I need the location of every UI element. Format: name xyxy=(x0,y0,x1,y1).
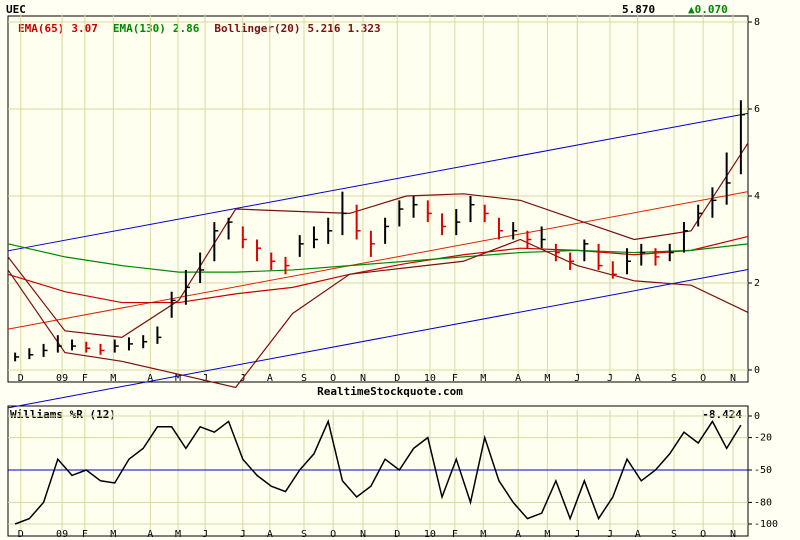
x-tick-label: S xyxy=(301,373,307,384)
x-tick-label: A xyxy=(635,529,641,540)
main-panel xyxy=(7,15,749,383)
x-tick-label: M xyxy=(480,373,486,384)
y-tick-label: 8 xyxy=(754,17,760,28)
x-tick-label: D xyxy=(18,373,24,384)
y-tick-label: -50 xyxy=(754,465,772,476)
legend-value: 5.216 xyxy=(307,22,340,35)
y-tick-label: 2 xyxy=(754,278,760,289)
price-change: ▲0.070 xyxy=(688,3,728,16)
y-tick-label: 4 xyxy=(754,191,760,202)
x-tick-label: A xyxy=(515,373,521,384)
x-tick-label: F xyxy=(82,373,88,384)
last-price: 5.870 xyxy=(622,3,655,16)
x-tick-label: D xyxy=(394,529,400,540)
x-tick-label: J xyxy=(202,529,208,540)
channel-lower xyxy=(7,269,749,409)
legend-value: 1.323 xyxy=(348,22,381,35)
y-tick-label: 0 xyxy=(754,411,760,422)
x-tick-label: F xyxy=(82,529,88,540)
x-tick-label: A xyxy=(635,373,641,384)
x-tick-label: F xyxy=(452,529,458,540)
x-tick-label: S xyxy=(301,529,307,540)
indicator-line xyxy=(7,243,749,273)
x-tick-label: N xyxy=(360,529,366,540)
y-tick-label: 6 xyxy=(754,104,760,115)
y-tick-label: -80 xyxy=(754,497,772,508)
x-tick-label: J xyxy=(607,529,613,540)
x-tick-label: 10 xyxy=(424,373,436,384)
x-tick-label: N xyxy=(730,373,736,384)
x-tick-label: J xyxy=(202,373,208,384)
x-tick-label: M xyxy=(175,529,181,540)
y-tick-label: 0 xyxy=(754,365,760,376)
x-tick-label: M xyxy=(110,529,116,540)
legend-name: EMA(130) xyxy=(113,22,166,35)
x-tick-label: M xyxy=(175,373,181,384)
x-tick-label: S xyxy=(671,529,677,540)
x-tick-label: J xyxy=(574,373,580,384)
x-tick-label: O xyxy=(330,373,336,384)
x-tick-label: M xyxy=(480,529,486,540)
x-tick-label: 09 xyxy=(56,529,68,540)
williams-line xyxy=(14,419,742,525)
x-tick-label: A xyxy=(147,373,153,384)
x-tick-label: F xyxy=(452,373,458,384)
legend-entry: EMA(130) 2.86 xyxy=(113,22,200,35)
y-tick-label: -20 xyxy=(754,433,772,444)
x-tick-label: M xyxy=(110,373,116,384)
channel-middle xyxy=(7,191,749,330)
x-tick-label: N xyxy=(360,373,366,384)
x-tick-label: 09 xyxy=(56,373,68,384)
x-tick-label: J xyxy=(240,529,246,540)
williams-panel xyxy=(7,405,749,537)
x-tick-label: J xyxy=(574,529,580,540)
x-tick-label: N xyxy=(730,529,736,540)
williams-last: -8.424 xyxy=(702,408,742,421)
legend-name: EMA(65) xyxy=(18,22,64,35)
band-lower xyxy=(7,238,749,389)
x-tick-label: O xyxy=(330,529,336,540)
legend-value: 2.86 xyxy=(173,22,200,35)
legend: EMA(65) 3.07 EMA(130) 2.86 Bollinger(20) 5.21… xyxy=(18,22,381,35)
x-tick-label: A xyxy=(267,373,273,384)
x-tick-label: A xyxy=(267,529,273,540)
x-tick-label: M xyxy=(544,373,550,384)
x-tick-label: S xyxy=(671,373,677,384)
williams-title: Williams %R (12) xyxy=(10,408,116,421)
x-tick-label: J xyxy=(607,373,613,384)
x-tick-label: A xyxy=(515,529,521,540)
x-tick-label: 10 xyxy=(424,529,436,540)
legend-entry: EMA(65) 3.07 xyxy=(18,22,98,35)
y-tick-label: -100 xyxy=(754,519,778,530)
legend-entry: Bollinger(20) 5.216 1.323 xyxy=(214,22,380,35)
x-tick-label: D xyxy=(394,373,400,384)
channel-upper xyxy=(7,112,749,252)
footer: RealtimeStockquote.com xyxy=(317,385,463,398)
band-upper xyxy=(7,142,749,338)
legend-name: Bollinger(20) xyxy=(214,22,300,35)
indicator-line xyxy=(7,235,749,304)
x-tick-label: O xyxy=(700,529,706,540)
x-tick-label: M xyxy=(544,529,550,540)
x-tick-label: D xyxy=(18,529,24,540)
x-tick-label: A xyxy=(147,529,153,540)
symbol: UEC xyxy=(6,3,26,16)
x-tick-label: O xyxy=(700,373,706,384)
